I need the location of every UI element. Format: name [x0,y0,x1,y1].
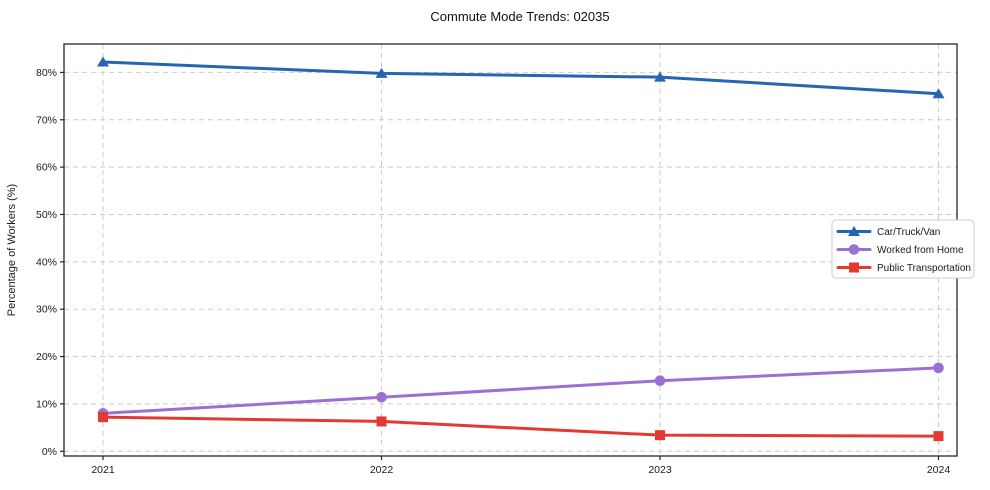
y-tick-label: 50% [36,209,57,221]
square-marker [655,430,665,441]
series-car-truck-van [97,56,945,99]
x-tick-label: 2024 [927,464,951,476]
x-tick-label: 2021 [91,464,115,476]
triangle-marker [848,226,860,236]
triangle-marker [375,67,388,78]
y-tick-label: 80% [36,67,57,79]
legend-item: Car/Truck/Van [836,226,940,238]
triangle-marker [932,88,945,99]
square-marker [849,262,859,273]
y-axis-label: Percentage of Workers (%) [6,184,18,316]
circle-marker [848,244,860,255]
triangle-marker [97,56,109,67]
y-tick-label: 60% [36,162,57,174]
series-line [101,60,940,96]
chart-title: Commute Mode Trends: 02035 [430,9,609,24]
square-marker [933,431,944,442]
y-tick-label: 30% [36,304,57,316]
legend-label: Worked from Home [877,245,964,256]
square-marker [98,412,108,423]
triangle-marker [654,71,666,82]
square-marker [376,416,387,427]
series-public-transportation [98,412,944,442]
y-tick-label: 40% [36,256,57,268]
plot-border [63,43,958,457]
axes: 0% 10% 20% 30% 40% 50% 60% 70% 80% 2021 2022 2023 20… [36,43,958,476]
legend-item: Public Transportation [836,262,971,274]
legend-item: Worked from Home [836,244,964,256]
legend-box [831,219,975,279]
y-tick-label: 0% [42,446,57,458]
y-tick-label: 20% [36,351,57,363]
legend-label: Public Transportation [877,263,971,274]
x-tick-label: 2022 [370,464,394,476]
legend-label: Car/Truck/Van [877,227,940,238]
circle-marker [933,362,944,374]
y-tick-label: 10% [36,398,57,410]
circle-marker [376,391,387,403]
gridlines [64,44,957,456]
x-tick-label: 2023 [648,464,672,476]
series-line [101,366,940,415]
series-line [101,415,940,438]
series-worked-from-home [97,362,944,419]
data-series [97,56,945,442]
y-tick-label: 70% [36,114,57,126]
legend: Car/Truck/Van Worked from Home Public Tran… [831,219,975,279]
circle-marker [654,375,666,387]
